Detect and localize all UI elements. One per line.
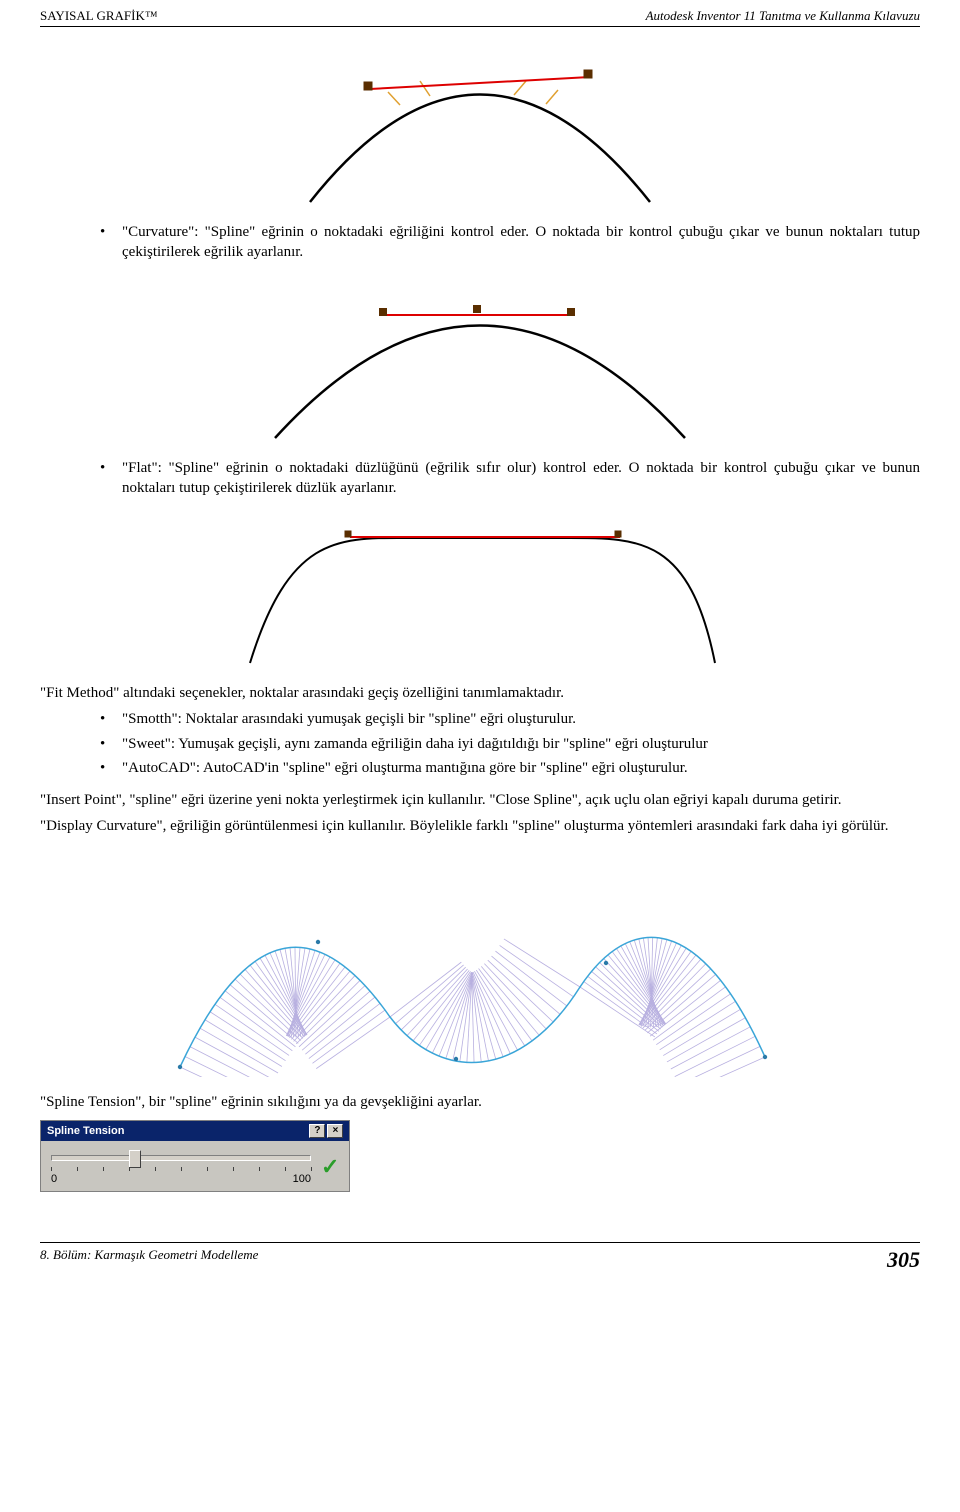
apply-check-icon[interactable]: ✓ (321, 1154, 339, 1180)
plateau-diagram (230, 518, 730, 668)
para-tension: "Spline Tension", bir "spline" eğrinin s… (40, 1092, 920, 1112)
bullet-sweet: • "Sweet": Yumuşak geçişli, aynı zamanda… (100, 734, 920, 754)
bullet-dot-icon: • (100, 458, 122, 499)
page-footer: 8. Bölüm: Karmaşık Geometri Modelleme 30… (40, 1242, 920, 1273)
figure-curvature (40, 47, 920, 212)
dialog-title-text: Spline Tension (47, 1125, 307, 1137)
slider-thumb[interactable] (129, 1150, 141, 1168)
footer-chapter: 8. Bölüm: Karmaşık Geometri Modelleme (40, 1247, 258, 1273)
page-header: SAYISAL GRAFİK™ Autodesk Inventor 11 Tan… (40, 0, 920, 27)
slider-max-label: 100 (293, 1173, 311, 1185)
bullet-dot-icon: • (100, 222, 122, 263)
bullet-dot-icon: • (100, 709, 122, 729)
bullet-smooth-text: "Smotth": Noktalar arasındaki yumuşak ge… (122, 709, 920, 729)
slider-ticks (51, 1167, 311, 1171)
figure-curvature-comb (40, 857, 920, 1082)
bullet-autocad: • "AutoCAD": AutoCAD'in "spline" eğri ol… (100, 758, 920, 778)
spline-tension-dialog: Spline Tension ? × 0 100 ✓ (40, 1120, 350, 1192)
dialog-titlebar[interactable]: Spline Tension ? × (41, 1121, 349, 1141)
curvature-diagram (290, 47, 670, 207)
header-left: SAYISAL GRAFİK™ (40, 8, 158, 24)
curvature-comb-diagram (160, 857, 800, 1077)
flat-diagram (265, 283, 695, 443)
bullet-curvature-text: "Curvature": "Spline" eğrinin o noktadak… (122, 222, 920, 263)
dialog-help-button[interactable]: ? (309, 1124, 325, 1138)
bullet-curvature: • "Curvature": "Spline" eğrinin o noktad… (100, 222, 920, 263)
dialog-close-button[interactable]: × (327, 1124, 343, 1138)
tension-slider[interactable]: 0 100 (51, 1149, 311, 1185)
para-fitmethod: "Fit Method" altındaki seçenekler, nokta… (40, 683, 920, 703)
para-insertpoint: "Insert Point", "spline" eğri üzerine ye… (40, 790, 920, 810)
bullet-dot-icon: • (100, 758, 122, 778)
bullet-dot-icon: • (100, 734, 122, 754)
figure-flat (40, 283, 920, 448)
figure-plateau (40, 518, 920, 673)
slider-min-label: 0 (51, 1173, 57, 1185)
footer-page-number: 305 (887, 1247, 920, 1273)
bullet-flat: • "Flat": "Spline" eğrinin o noktadaki d… (100, 458, 920, 499)
bullet-sweet-text: "Sweet": Yumuşak geçişli, aynı zamanda e… (122, 734, 920, 754)
bullet-smooth: • "Smotth": Noktalar arasındaki yumuşak … (100, 709, 920, 729)
bullet-flat-text: "Flat": "Spline" eğrinin o noktadaki düz… (122, 458, 920, 499)
header-right: Autodesk Inventor 11 Tanıtma ve Kullanma… (646, 8, 920, 24)
para-displaycurvature: "Display Curvature", eğriliğin görüntüle… (40, 816, 920, 836)
bullet-autocad-text: "AutoCAD": AutoCAD'in "spline" eğri oluş… (122, 758, 920, 778)
